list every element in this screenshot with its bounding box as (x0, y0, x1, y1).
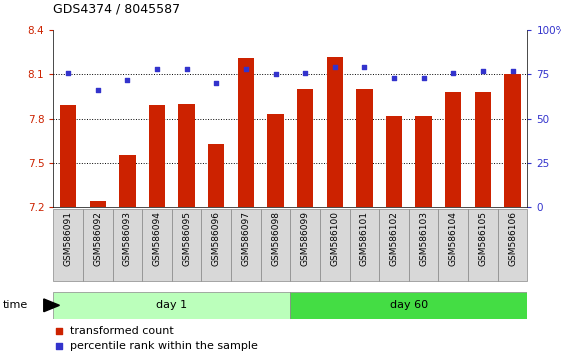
Point (360, 64, 369, 70)
Point (389, 75, 398, 81)
Point (123, 77, 132, 82)
Text: GSM586102: GSM586102 (389, 211, 398, 266)
Point (211, 80, 220, 86)
Point (479, 68, 488, 74)
Point (54, 328, 63, 334)
Bar (445, 92, 461, 207)
Text: GSM586103: GSM586103 (419, 211, 428, 266)
Bar (60, 105, 76, 207)
Bar (468, 209, 498, 281)
Text: GSM586091: GSM586091 (63, 211, 72, 266)
Bar (231, 209, 261, 281)
Bar (356, 89, 373, 207)
Polygon shape (44, 299, 59, 312)
Bar (53, 292, 290, 319)
Bar (320, 209, 350, 281)
Bar (268, 114, 284, 207)
Bar (386, 116, 402, 207)
Text: day 1: day 1 (157, 300, 187, 310)
Point (508, 68, 517, 74)
Bar (409, 209, 439, 281)
Text: GSM586101: GSM586101 (360, 211, 369, 266)
Bar (178, 104, 195, 207)
Bar (350, 209, 379, 281)
Bar (290, 209, 320, 281)
Bar (90, 201, 106, 207)
Text: GSM586105: GSM586105 (479, 211, 488, 266)
Text: GSM586092: GSM586092 (93, 211, 102, 266)
Text: GSM586093: GSM586093 (123, 211, 132, 266)
Bar (113, 209, 142, 281)
Bar (379, 209, 409, 281)
Text: day 60: day 60 (390, 300, 428, 310)
Text: transformed count: transformed count (70, 326, 174, 336)
Point (449, 70, 458, 75)
Text: percentile rank within the sample: percentile rank within the sample (70, 341, 257, 351)
Bar (142, 209, 172, 281)
Text: GSM586099: GSM586099 (301, 211, 310, 266)
Point (419, 75, 428, 81)
Bar (416, 116, 432, 207)
Bar (238, 58, 254, 207)
Text: GSM586104: GSM586104 (449, 211, 458, 266)
Bar (261, 209, 291, 281)
Bar (475, 92, 491, 207)
Bar (439, 209, 468, 281)
Text: GSM586097: GSM586097 (241, 211, 250, 266)
Bar (119, 155, 136, 207)
Point (301, 70, 310, 75)
Bar (290, 292, 527, 319)
Text: time: time (3, 300, 28, 310)
Point (153, 66, 162, 72)
Point (63, 70, 72, 75)
Bar (504, 74, 521, 207)
Point (182, 66, 191, 72)
Bar (53, 209, 83, 281)
Point (93, 87, 102, 93)
Text: GDS4374 / 8045587: GDS4374 / 8045587 (53, 3, 181, 16)
Text: GSM586106: GSM586106 (508, 211, 517, 266)
Text: GSM586096: GSM586096 (211, 211, 220, 266)
Bar (83, 209, 113, 281)
Bar (172, 209, 201, 281)
Text: GSM586098: GSM586098 (271, 211, 280, 266)
Text: GSM586094: GSM586094 (153, 211, 162, 266)
Bar (201, 209, 231, 281)
Text: GSM586100: GSM586100 (330, 211, 339, 266)
Point (241, 66, 250, 72)
Bar (297, 89, 313, 207)
Point (54, 343, 63, 349)
Bar (208, 144, 224, 207)
Point (271, 72, 280, 77)
Point (330, 64, 339, 70)
Bar (327, 57, 343, 207)
Text: GSM586095: GSM586095 (182, 211, 191, 266)
Bar (498, 209, 527, 281)
Bar (149, 105, 165, 207)
